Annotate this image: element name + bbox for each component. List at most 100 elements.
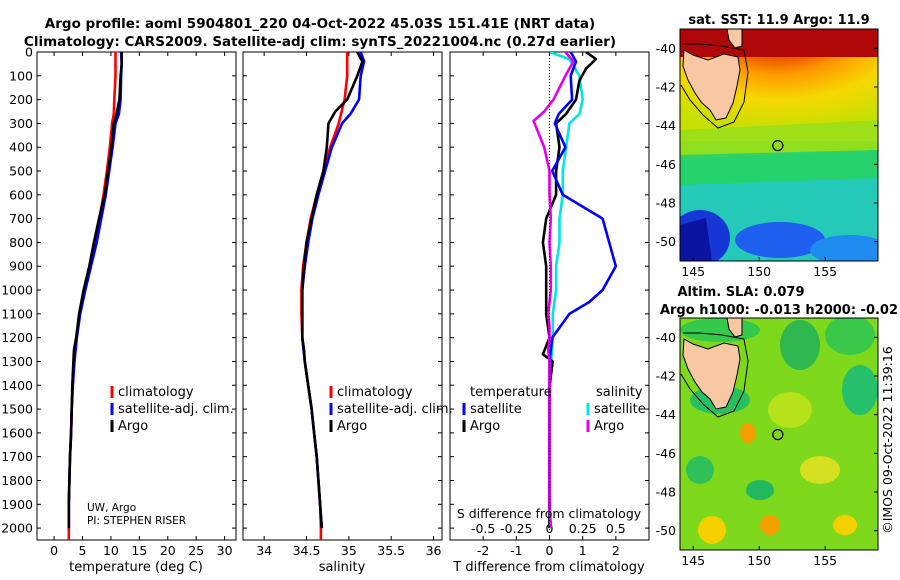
temperature-legend: climatology satellite-adj. clim. Argo — [110, 385, 234, 434]
credit-line1: UW, Argo — [87, 502, 136, 514]
map-y-tick-label: -48 — [656, 196, 676, 211]
x-tick-label: 1 — [579, 543, 587, 558]
depth-tick-label: 1900 — [1, 497, 33, 512]
legend-label-temp-satellite: satellite — [470, 402, 522, 417]
secondary-x-tick-label: 0.5 — [606, 521, 626, 536]
secondary-x-tick-label: -0.25 — [500, 521, 532, 536]
series-layer — [67, 52, 618, 540]
x-tick-label: 30 — [217, 543, 233, 558]
chart-title-line2: Climatology: CARS2009. Satellite-adj cli… — [24, 34, 616, 50]
depth-tick-label: 1600 — [1, 425, 33, 440]
temperature-line-argo — [67, 52, 123, 529]
depth-tick-label: 1100 — [1, 306, 33, 321]
depth-tick-label: 400 — [9, 140, 33, 155]
legend-label-satellite: satellite-adj. clim. — [337, 402, 453, 417]
map-y-tick-label: -44 — [656, 407, 676, 422]
legend-label-sal-satellite: satellite — [594, 402, 646, 417]
sst-map-frame — [679, 28, 879, 262]
x-tick-label: 25 — [188, 543, 204, 558]
depth-tick-label: 500 — [9, 164, 33, 179]
depth-tick-label: 1000 — [1, 283, 33, 298]
map-y-tick-label: -42 — [656, 369, 676, 384]
map-y-tick-label: -46 — [656, 157, 676, 172]
x-tick-label: -2 — [477, 543, 489, 558]
depth-tick-label: 1500 — [1, 402, 33, 417]
watermark: ©IMOS 09-Oct-2022 11:39:16 — [880, 346, 895, 534]
x-tick-label: 36 — [426, 543, 442, 558]
x-tick-label: 20 — [160, 543, 176, 558]
salinity-line-argo — [300, 52, 364, 529]
x-tick-label: 10 — [103, 543, 119, 558]
map-x-tick-label: 150 — [747, 264, 771, 279]
secondary-x-tick-label: 0 — [546, 521, 554, 536]
temperature-xlabel: temperature (deg C) — [69, 560, 203, 575]
map-y-tick-label: -44 — [656, 118, 676, 133]
sla-map-title-line2: Argo h1000: -0.013 h2000: -0.02 — [660, 303, 898, 318]
sst-contour — [680, 43, 749, 129]
sla-map-frame — [679, 317, 879, 551]
legend-label-climatology: climatology — [337, 385, 413, 400]
difference-xlabel: T difference from climatology — [452, 560, 645, 575]
x-tick-label: -1 — [510, 543, 522, 558]
x-tick-label: 34 — [256, 543, 272, 558]
x-tick-label: 0 — [50, 543, 58, 558]
temperature-series-group — [67, 52, 123, 540]
sst-map-ticks: -40 -42 -44 -46 -48 -50 145 150 155 — [656, 41, 878, 279]
salinity-xlabel: salinity — [319, 560, 366, 575]
depth-tick-label: 1400 — [1, 378, 33, 393]
depth-tick-label: 300 — [9, 116, 33, 131]
legend-label-climatology: climatology — [118, 385, 194, 400]
x-tick-label: 2 — [612, 543, 620, 558]
x-tick-label: 35 — [341, 543, 357, 558]
x-tick-label: 35.5 — [377, 543, 405, 558]
secondary-x-tick-label: -0.5 — [471, 521, 495, 536]
legend-label-argo: Argo — [337, 419, 367, 434]
argo-position-marker — [772, 428, 784, 441]
tick-layer: 0 5 10 15 20 25 30 34 34.5 35 35.5 36 -2 -1 0 1 2 -0.5 -0.… — [37, 51, 649, 558]
secondary-x-tick-label: 0.25 — [569, 521, 597, 536]
salinity-legend: climatology satellite-adj. clim. Argo — [329, 385, 453, 434]
argo-position-marker — [772, 139, 784, 152]
map-x-tick-label: 150 — [747, 553, 771, 568]
mainland-landmass — [726, 318, 743, 338]
depth-tick-label: 600 — [9, 187, 33, 202]
sla-map-title-line1: Altim. SLA: 0.079 — [678, 285, 805, 300]
tasmania-landmass — [682, 338, 741, 410]
depth-tick-label: 1300 — [1, 354, 33, 369]
depth-tick-label: 2000 — [1, 521, 33, 536]
map-y-tick-label: -50 — [656, 523, 676, 538]
map-y-tick-label: -48 — [656, 485, 676, 500]
map-x-tick-label: 145 — [681, 264, 705, 279]
depth-axis-labels: 0 100 200 300 400 500 600 700 800 900 1000 1100 1200… — [1, 45, 33, 536]
sst-map — [680, 29, 878, 261]
sla-map-ticks: -40 -42 -44 -46 -48 -50 145 150 155 — [656, 330, 878, 568]
salinity-plot-frame — [242, 51, 443, 541]
legend-label-temp-argo: Argo — [470, 419, 500, 434]
x-tick-label: 34.5 — [293, 543, 321, 558]
legend-label-argo: Argo — [118, 419, 148, 434]
legend-title-temperature: temperature — [470, 385, 552, 400]
map-x-tick-label: 145 — [681, 553, 705, 568]
credit-line2: PI: STEPHEN RISER — [87, 515, 186, 527]
map-y-tick-label: -40 — [656, 41, 676, 56]
depth-tick-label: 900 — [9, 259, 33, 274]
depth-tick-label: 700 — [9, 211, 33, 226]
difference-line-salinity-argo — [532, 52, 575, 529]
x-tick-label: 15 — [131, 543, 147, 558]
sst-map-title: sat. SST: 11.9 Argo: 11.9 — [688, 13, 869, 28]
depth-tick-label: 1700 — [1, 449, 33, 464]
map-x-tick-label: 155 — [813, 553, 837, 568]
sla-map — [680, 318, 878, 550]
depth-tick-label: 100 — [9, 68, 33, 83]
depth-tick-label: 200 — [9, 92, 33, 107]
depth-tick-label: 0 — [25, 45, 33, 60]
tasmania-landmass — [682, 49, 741, 121]
legend-label-satellite: satellite-adj. clim. — [118, 402, 234, 417]
map-y-tick-label: -40 — [656, 330, 676, 345]
temperature-plot-frame — [36, 51, 237, 541]
depth-tick-label: 1200 — [1, 330, 33, 345]
map-x-tick-label: 155 — [813, 264, 837, 279]
depth-tick-label: 1800 — [1, 473, 33, 488]
legend-title-salinity: salinity — [596, 385, 643, 400]
